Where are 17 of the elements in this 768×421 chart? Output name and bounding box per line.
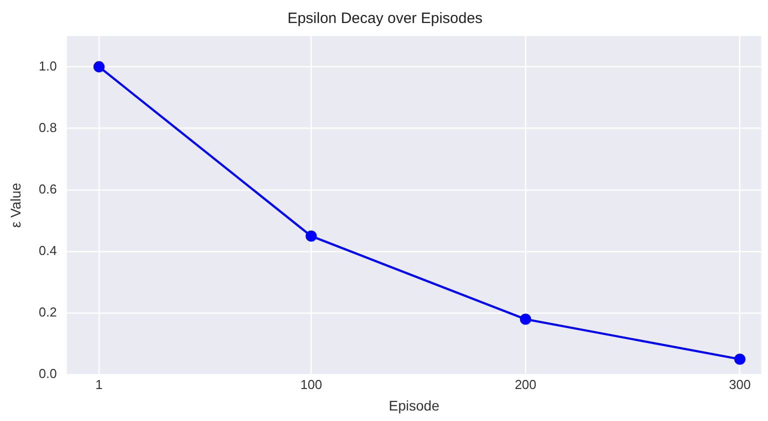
point xyxy=(520,314,532,325)
y-tick-label: 0.8 xyxy=(38,120,57,135)
y-axis-title: ε Value xyxy=(7,182,24,228)
x-tick-label: 300 xyxy=(729,376,751,392)
y-tick-label: 0.2 xyxy=(38,304,57,320)
y-tick-label: 0.6 xyxy=(38,181,57,196)
chart-title: Epsilon Decay over Episodes xyxy=(287,10,483,28)
point xyxy=(734,354,746,365)
point xyxy=(93,61,105,72)
x-tick-label: 200 xyxy=(514,376,536,392)
x-tick-label: 100 xyxy=(300,376,322,392)
point xyxy=(306,230,317,242)
x-tick-label: 1 xyxy=(95,376,103,392)
y-tick-label: 1.0 xyxy=(38,58,57,74)
y-tick-label: 0.4 xyxy=(38,243,57,258)
y-tick-label: 0.0 xyxy=(38,366,57,382)
x-axis-title: Episode xyxy=(388,397,440,414)
